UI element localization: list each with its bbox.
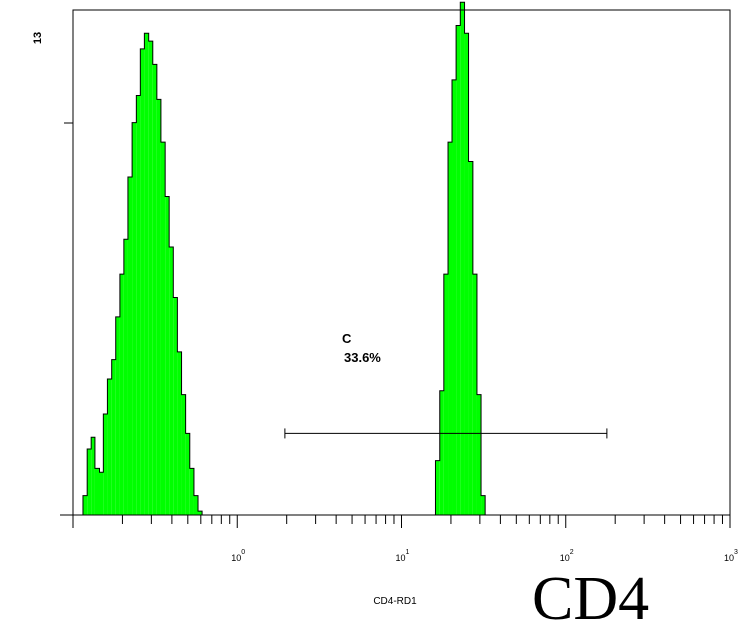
histogram-bar-1-0	[435, 460, 440, 515]
x-tick-label: 10	[231, 553, 241, 563]
y-axis-max-label: 13	[32, 32, 44, 44]
gate-name: C	[342, 331, 352, 346]
histogram-bar-1-1	[439, 390, 444, 515]
histogram-bar-0-25	[185, 433, 190, 515]
histogram-bar-1-7	[464, 33, 469, 516]
histogram-bar-0-27	[193, 495, 199, 515]
histogram-bar-0-23	[177, 351, 182, 515]
histogram-bar-0-28	[198, 511, 203, 515]
histogram-bar-0-12	[132, 122, 137, 516]
x-tick-label-exponent: 0	[241, 549, 245, 556]
histogram-outline-1	[434, 1, 486, 515]
histogram-bar-0-6	[107, 379, 112, 515]
histogram-bar-0-2	[91, 437, 95, 515]
histogram-bar-0-22	[173, 297, 178, 515]
histogram-bar-1-4	[452, 79, 457, 516]
x-tick-label-exponent: 3	[734, 549, 738, 556]
x-tick-label: 10	[396, 553, 406, 563]
histogram-bar-1-3	[448, 142, 452, 515]
histogram-bar-1-9	[472, 274, 477, 515]
cd4-caption: CD4	[532, 565, 650, 633]
histogram-bar-0-20	[165, 196, 170, 515]
histogram-bar-0-16	[148, 41, 153, 515]
histogram-bar-1-5	[456, 25, 461, 515]
histogram-bar-1-2	[443, 274, 449, 515]
histogram-bar-0-11	[127, 177, 133, 516]
histogram-bar-0-19	[160, 142, 166, 515]
histogram-bar-0-8	[115, 316, 120, 515]
x-axis-ticks	[72, 515, 731, 528]
gate-percent: 33.6%	[344, 350, 381, 365]
histogram-bar-0-24	[181, 394, 186, 515]
histogram-bar-0-10	[123, 239, 128, 515]
x-tick-label: 10	[724, 553, 734, 563]
histogram-bar-0-14	[140, 48, 145, 515]
histogram-bar-0-21	[169, 246, 174, 515]
histogram-bar-0-26	[189, 468, 194, 515]
histogram-bar-0-7	[111, 359, 116, 515]
histogram-bar-0-15	[144, 33, 149, 516]
histogram-bar-1-8	[468, 161, 473, 515]
x-tick-label-exponent: 1	[406, 549, 410, 556]
histogram-bar-0-1	[87, 448, 92, 515]
histogram-bar-0-13	[136, 95, 141, 516]
histogram-bar-1-6	[460, 2, 465, 516]
gate-marker: C 33.6%	[284, 331, 608, 439]
histogram-bar-0-18	[156, 99, 161, 515]
histogram-bars	[82, 1, 486, 516]
histogram-bar-0-17	[152, 64, 157, 515]
histogram-bar-0-0	[82, 495, 88, 515]
x-tick-label-exponent: 2	[570, 549, 574, 556]
y-axis: 13	[32, 32, 73, 516]
histogram-bar-0-5	[103, 414, 108, 515]
x-tick-label: 10	[560, 553, 570, 563]
histogram-bar-0-4	[99, 472, 104, 515]
histogram-bar-1-10	[476, 394, 482, 515]
histogram-bar-0-3	[94, 468, 100, 515]
histogram-bar-1-11	[481, 495, 486, 515]
histogram-outline-0	[82, 32, 203, 515]
x-axis-label: CD4-RD1	[373, 596, 417, 607]
histogram-bar-0-9	[119, 274, 124, 515]
